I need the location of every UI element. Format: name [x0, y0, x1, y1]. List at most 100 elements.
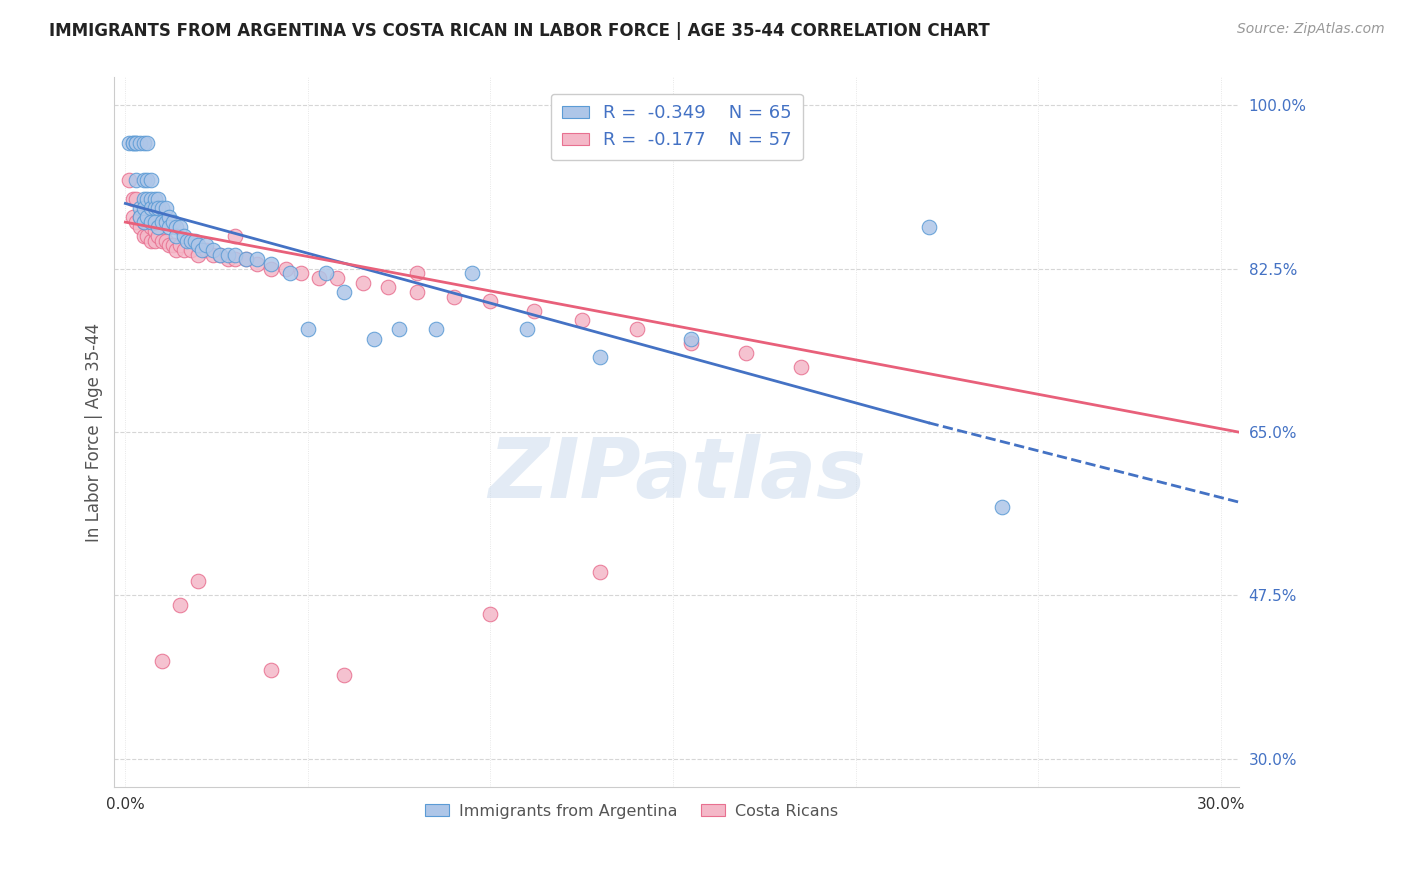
Point: [121, 136, 143, 150]
Point: [180, 234, 202, 248]
Point: [129, 211, 152, 225]
Point: [278, 267, 301, 281]
Point: [143, 215, 166, 229]
Point: [377, 280, 399, 294]
Point: [136, 215, 159, 229]
Point: [479, 607, 502, 622]
Point: [194, 243, 217, 257]
Point: [209, 248, 232, 262]
Point: [121, 211, 143, 225]
Point: [157, 238, 180, 252]
Point: [150, 654, 173, 668]
Point: [406, 267, 429, 281]
Legend: Immigrants from Argentina, Costa Ricans: Immigrants from Argentina, Costa Ricans: [419, 797, 845, 825]
Point: [132, 229, 155, 244]
Point: [201, 243, 224, 257]
Point: [157, 219, 180, 234]
Point: [121, 192, 143, 206]
Point: [315, 267, 337, 281]
Point: [352, 276, 374, 290]
Point: [173, 243, 195, 257]
Point: [479, 294, 502, 309]
Point: [217, 248, 239, 262]
Point: [139, 201, 162, 215]
Point: [173, 229, 195, 244]
Point: [516, 322, 538, 336]
Point: [132, 215, 155, 229]
Point: [132, 173, 155, 187]
Point: [143, 201, 166, 215]
Point: [148, 229, 170, 244]
Point: [260, 257, 283, 271]
Point: [735, 346, 758, 360]
Point: [150, 234, 173, 248]
Point: [139, 173, 162, 187]
Point: [125, 136, 148, 150]
Point: [155, 201, 177, 215]
Point: [790, 359, 813, 374]
Point: [224, 248, 246, 262]
Point: [235, 252, 257, 267]
Point: [523, 303, 546, 318]
Point: [201, 248, 224, 262]
Point: [169, 238, 191, 252]
Point: [132, 136, 155, 150]
Point: [136, 173, 159, 187]
Point: [180, 243, 202, 257]
Point: [125, 215, 148, 229]
Point: [209, 248, 232, 262]
Point: [443, 290, 465, 304]
Point: [139, 234, 162, 248]
Point: [125, 192, 148, 206]
Point: [118, 173, 141, 187]
Point: [176, 234, 198, 248]
Point: [129, 219, 152, 234]
Point: [150, 215, 173, 229]
Point: [121, 136, 143, 150]
Point: [290, 267, 312, 281]
Point: [162, 215, 184, 229]
Point: [246, 257, 269, 271]
Point: [224, 229, 246, 244]
Text: ZIPatlas: ZIPatlas: [488, 434, 866, 516]
Point: [143, 234, 166, 248]
Point: [143, 192, 166, 206]
Point: [136, 136, 159, 150]
Point: [162, 238, 184, 252]
Point: [191, 243, 214, 257]
Point: [388, 322, 411, 336]
Point: [150, 201, 173, 215]
Point: [166, 243, 188, 257]
Point: [406, 285, 429, 299]
Point: [274, 261, 297, 276]
Point: [132, 215, 155, 229]
Point: [118, 136, 141, 150]
Point: [217, 252, 239, 267]
Point: [129, 201, 152, 215]
Point: [194, 238, 217, 252]
Point: [589, 565, 612, 579]
Point: [148, 201, 170, 215]
Text: Source: ZipAtlas.com: Source: ZipAtlas.com: [1237, 22, 1385, 37]
Point: [990, 500, 1012, 514]
Point: [626, 322, 648, 336]
Point: [333, 285, 356, 299]
Point: [187, 238, 209, 252]
Point: [129, 211, 152, 225]
Point: [169, 598, 191, 612]
Point: [184, 234, 207, 248]
Point: [224, 252, 246, 267]
Point: [136, 229, 159, 244]
Point: [125, 136, 148, 150]
Point: [139, 192, 162, 206]
Point: [132, 192, 155, 206]
Text: IMMIGRANTS FROM ARGENTINA VS COSTA RICAN IN LABOR FORCE | AGE 35-44 CORRELATION : IMMIGRANTS FROM ARGENTINA VS COSTA RICAN…: [49, 22, 990, 40]
Point: [461, 267, 484, 281]
Point: [425, 322, 447, 336]
Point: [246, 252, 269, 267]
Point: [187, 248, 209, 262]
Point: [326, 271, 349, 285]
Point: [148, 192, 170, 206]
Point: [363, 332, 385, 346]
Point: [157, 211, 180, 225]
